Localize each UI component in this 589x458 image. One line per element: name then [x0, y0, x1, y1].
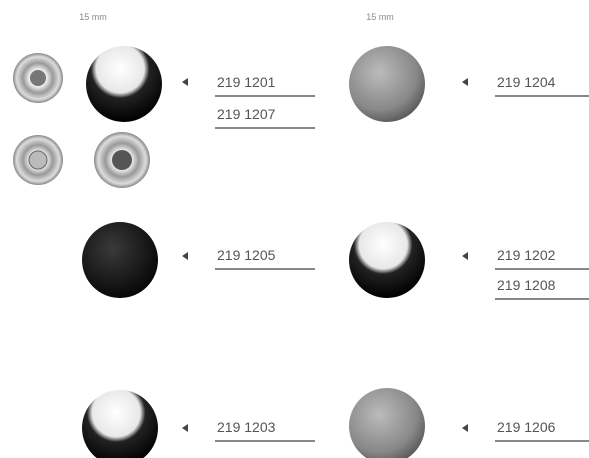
product-code: 219 1208	[497, 277, 556, 293]
product-code: 219 1203	[217, 419, 276, 435]
button	[86, 46, 162, 122]
product-code: 219 1206	[497, 419, 556, 435]
button	[82, 390, 158, 458]
button	[349, 46, 425, 122]
button	[349, 388, 425, 458]
arrow	[182, 424, 188, 432]
snap-part-center	[30, 70, 46, 86]
size-label: 15 mm	[366, 12, 394, 22]
arrow	[462, 78, 468, 86]
arrow	[182, 78, 188, 86]
product-code: 219 1207	[217, 106, 276, 122]
arrow	[462, 424, 468, 432]
product-code: 219 1204	[497, 74, 556, 90]
product-code: 219 1202	[497, 247, 556, 263]
button	[82, 222, 158, 298]
size-label: 15 mm	[79, 12, 107, 22]
product-code: 219 1205	[217, 247, 276, 263]
arrow	[462, 252, 468, 260]
catalog: 15 mm 15 mm 219 1201 219 1207 219 1204 2…	[0, 0, 589, 458]
product-code: 219 1201	[217, 74, 276, 90]
page: {"columns": [{"size_label": "15 mm"}, {"…	[0, 0, 589, 458]
arrow	[182, 252, 188, 260]
snap-part-center	[112, 150, 132, 170]
snap-part-center	[29, 151, 47, 169]
button	[349, 222, 425, 298]
